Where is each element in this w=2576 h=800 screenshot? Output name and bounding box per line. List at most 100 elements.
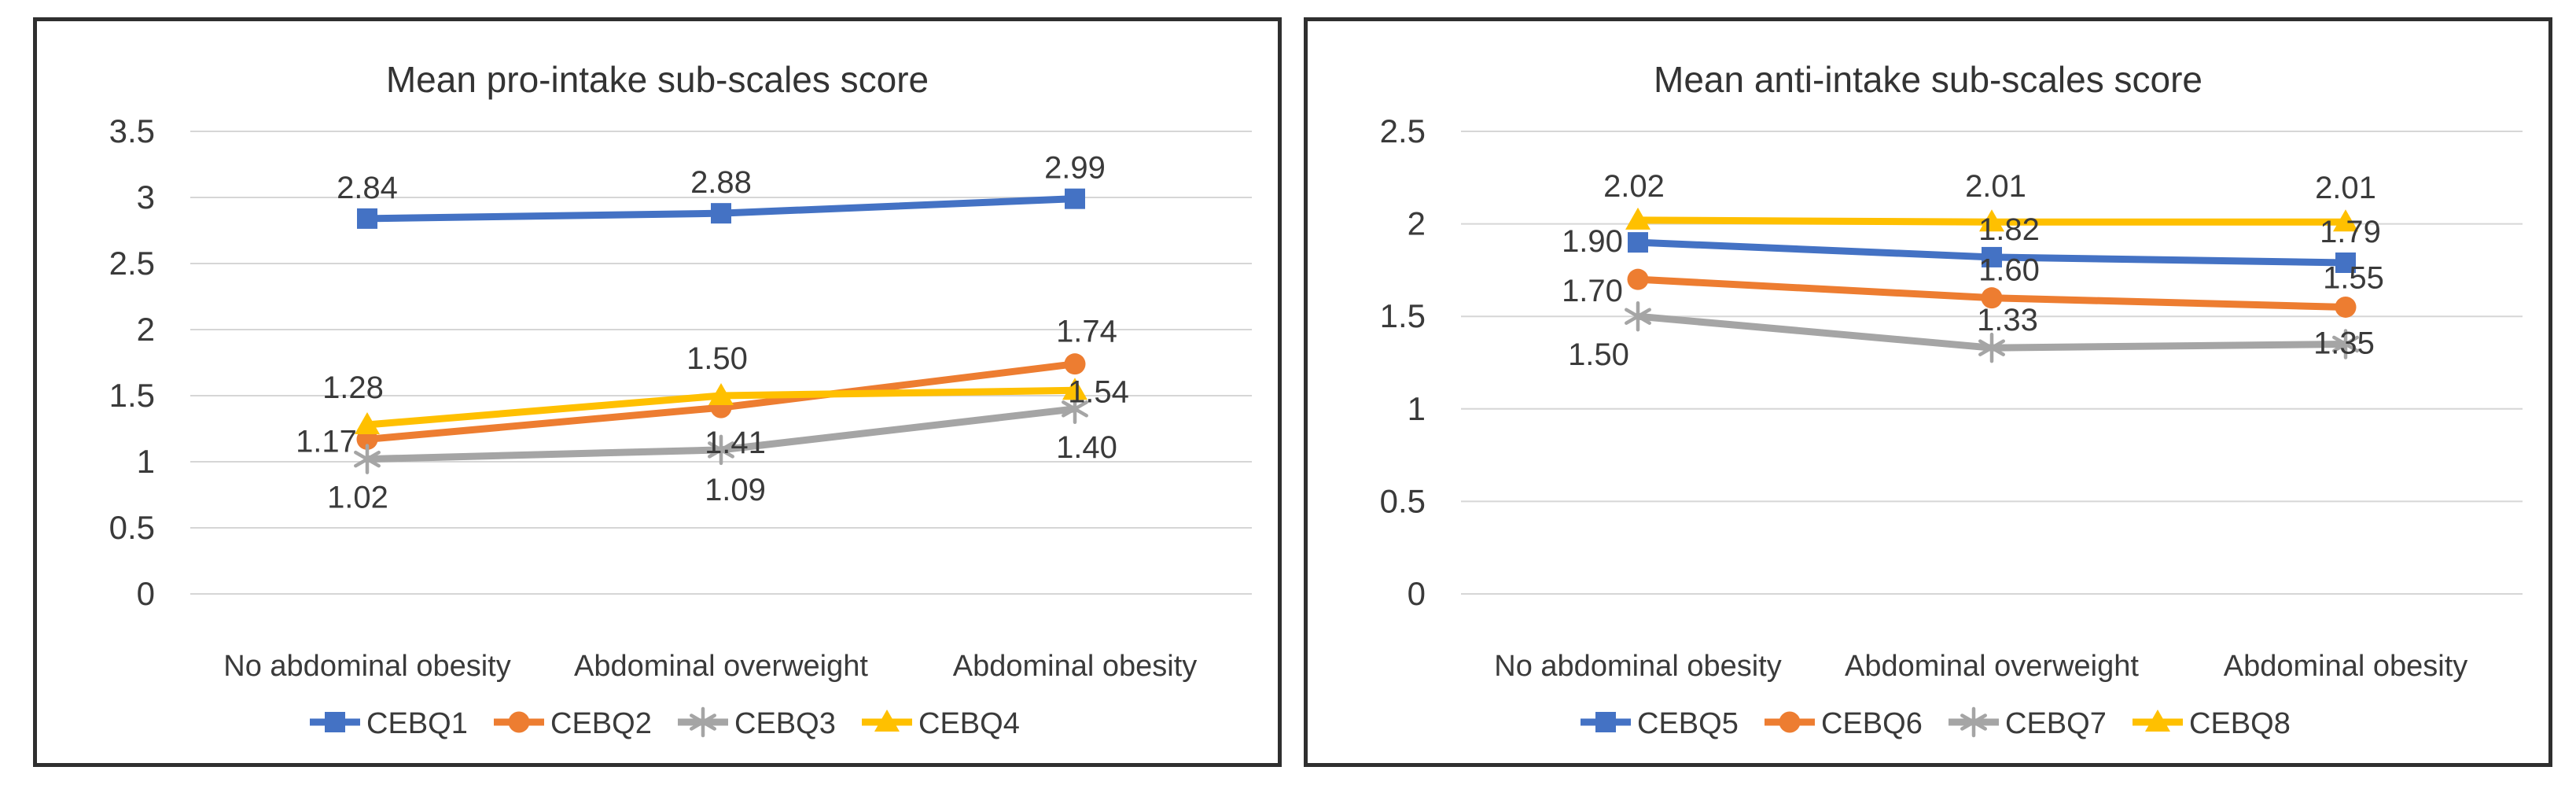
square-marker [325, 712, 345, 732]
triangle-marker [874, 710, 900, 732]
legend-item-CEBQ7: CEBQ7 [1949, 706, 2107, 740]
y-tick-label: 0.5 [1380, 482, 1426, 519]
asterisk-marker [1625, 300, 1651, 332]
data-label-CEBQ8: 2.01 [1965, 169, 2026, 204]
y-tick-label: 2 [137, 311, 155, 348]
triangle-marker [1625, 207, 1650, 230]
y-tick-label: 1 [137, 443, 155, 480]
category-label: Abdominal overweight [1845, 650, 2139, 683]
legend-label: CEBQ7 [2005, 707, 2107, 740]
y-tick-label: 2 [1408, 205, 1426, 242]
triangle-marker [708, 383, 734, 405]
legend-label: CEBQ4 [918, 707, 1020, 740]
legend-label: CEBQ3 [734, 707, 836, 740]
series-CEBQ7 [1625, 300, 2359, 363]
data-label-CEBQ8: 2.02 [1603, 169, 1665, 204]
data-label-CEBQ1: 2.84 [337, 171, 398, 205]
chart-panel-anti-intake: 0 0.5 1 1.5 2 2.5 1.90 1.82 1.79 1.70 1.60 1.55 1.50… [1304, 17, 2552, 767]
x-axis-category-labels: No abdominal obesity Abdominal overweight… [1494, 650, 2467, 683]
data-label-CEBQ6: 1.55 [2323, 260, 2384, 295]
y-tick-label: 1.5 [1380, 297, 1426, 334]
data-label-CEBQ5: 1.90 [1562, 224, 1623, 259]
asterisk-marker [2332, 329, 2359, 359]
legend-label: CEBQ5 [1637, 707, 1739, 740]
asterisk-marker [1062, 393, 1088, 425]
triangle-marker [2145, 710, 2170, 732]
square-marker [2335, 252, 2356, 273]
chart-panel-pro-intake: 0 0.5 1 1.5 2 2.5 3 3.5 2.84 2.88 2.99 1.17 1.41 1.74… [33, 17, 1282, 767]
data-label-CEBQ2: 1.41 [705, 426, 766, 460]
y-tick-label: 0.5 [109, 509, 155, 546]
data-label-CEBQ5: 1.82 [1978, 212, 2040, 247]
legend-item-CEBQ8: CEBQ8 [2133, 707, 2291, 740]
data-label-CEBQ3: 1.09 [705, 473, 766, 507]
series-CEBQ3 [354, 393, 1088, 474]
data-label-CEBQ6: 1.70 [1562, 274, 1623, 308]
legend-item-CEBQ4: CEBQ4 [862, 707, 1020, 740]
data-label-CEBQ3: 1.02 [327, 481, 388, 515]
data-label-CEBQ4: 1.50 [686, 341, 748, 376]
legend: CEBQ5 CEBQ6 CEBQ7 CEBQ8 [1581, 706, 2291, 740]
square-marker [711, 203, 731, 224]
triangle-marker [355, 411, 380, 434]
data-label-CEBQ1: 2.99 [1044, 151, 1106, 186]
legend-item-CEBQ2: CEBQ2 [494, 707, 652, 740]
legend-label: CEBQ8 [2189, 707, 2291, 740]
legend-item-CEBQ5: CEBQ5 [1581, 707, 1739, 740]
legend-item-CEBQ3: CEBQ3 [678, 706, 836, 740]
square-marker [1628, 232, 1648, 253]
asterisk-marker [708, 434, 734, 466]
data-label-CEBQ2: 1.17 [296, 424, 357, 459]
square-marker [1065, 188, 1085, 209]
data-label-CEBQ2: 1.74 [1056, 315, 1117, 349]
category-label: No abdominal obesity [223, 650, 510, 683]
data-label-CEBQ1: 2.88 [690, 165, 752, 200]
category-label: Abdominal obesity [953, 650, 1198, 683]
data-label-CEBQ5: 1.79 [2320, 215, 2381, 249]
data-labels: 2.84 2.88 2.99 1.17 1.41 1.74 1.02 1.09 1.40 1.28… [296, 151, 1129, 515]
y-tick-label: 0 [1408, 575, 1426, 612]
x-axis-category-labels: No abdominal obesity Abdominal overweight… [223, 650, 1197, 683]
triangle-marker [2333, 209, 2358, 232]
legend-label: CEBQ2 [550, 707, 652, 740]
circle-marker [508, 711, 530, 733]
legend: CEBQ1 CEBQ2 CEBQ3 CEBQ4 [310, 706, 1020, 740]
square-marker [1982, 246, 2002, 267]
series-CEBQ4 [355, 378, 1087, 434]
circle-marker [1981, 287, 2003, 309]
series-CEBQ8 [1625, 207, 2358, 232]
category-label: Abdominal overweight [574, 650, 868, 683]
data-labels: 1.90 1.82 1.79 1.70 1.60 1.55 1.50 1.33 1.35 2.02… [1562, 169, 2384, 372]
data-label-CEBQ3: 1.40 [1056, 430, 1117, 465]
y-axis-tick-labels: 0 0.5 1 1.5 2 2.5 [1380, 112, 1426, 612]
asterisk-marker [1978, 332, 2005, 363]
circle-marker [1779, 711, 1801, 733]
series-CEBQ6 [1627, 268, 2357, 318]
circle-marker [2335, 296, 2357, 318]
chart-title: Mean anti-intake sub-scales score [1654, 59, 2202, 100]
y-tick-label: 3 [137, 179, 155, 216]
data-label-CEBQ8: 2.01 [2315, 171, 2376, 205]
data-label-CEBQ7: 1.33 [1977, 303, 2038, 337]
legend-item-CEBQ6: CEBQ6 [1765, 707, 1923, 740]
pro-intake-line-chart: 0 0.5 1 1.5 2 2.5 3 3.5 2.84 2.88 2.99 1.17 1.41 1.74… [109, 112, 1252, 740]
data-label-CEBQ6: 1.60 [1978, 253, 2040, 288]
series-CEBQ5 [1628, 232, 2356, 273]
y-tick-label: 1 [1408, 390, 1426, 427]
y-tick-label: 2.5 [109, 245, 155, 282]
asterisk-marker [690, 706, 716, 738]
y-axis-tick-labels: 0 0.5 1 1.5 2 2.5 3 3.5 [109, 112, 155, 612]
square-marker [357, 208, 377, 229]
circle-marker [1064, 353, 1086, 375]
circle-marker [1627, 268, 1649, 290]
category-label: No abdominal obesity [1494, 650, 1781, 683]
category-label: Abdominal obesity [2224, 650, 2468, 683]
y-tick-label: 3.5 [109, 112, 155, 149]
data-label-CEBQ7: 1.35 [2313, 326, 2375, 360]
triangle-marker [1062, 378, 1087, 400]
legend-label: CEBQ1 [366, 707, 468, 740]
asterisk-marker [354, 444, 381, 474]
square-marker [1595, 712, 1616, 732]
asterisk-marker [1960, 706, 1987, 738]
